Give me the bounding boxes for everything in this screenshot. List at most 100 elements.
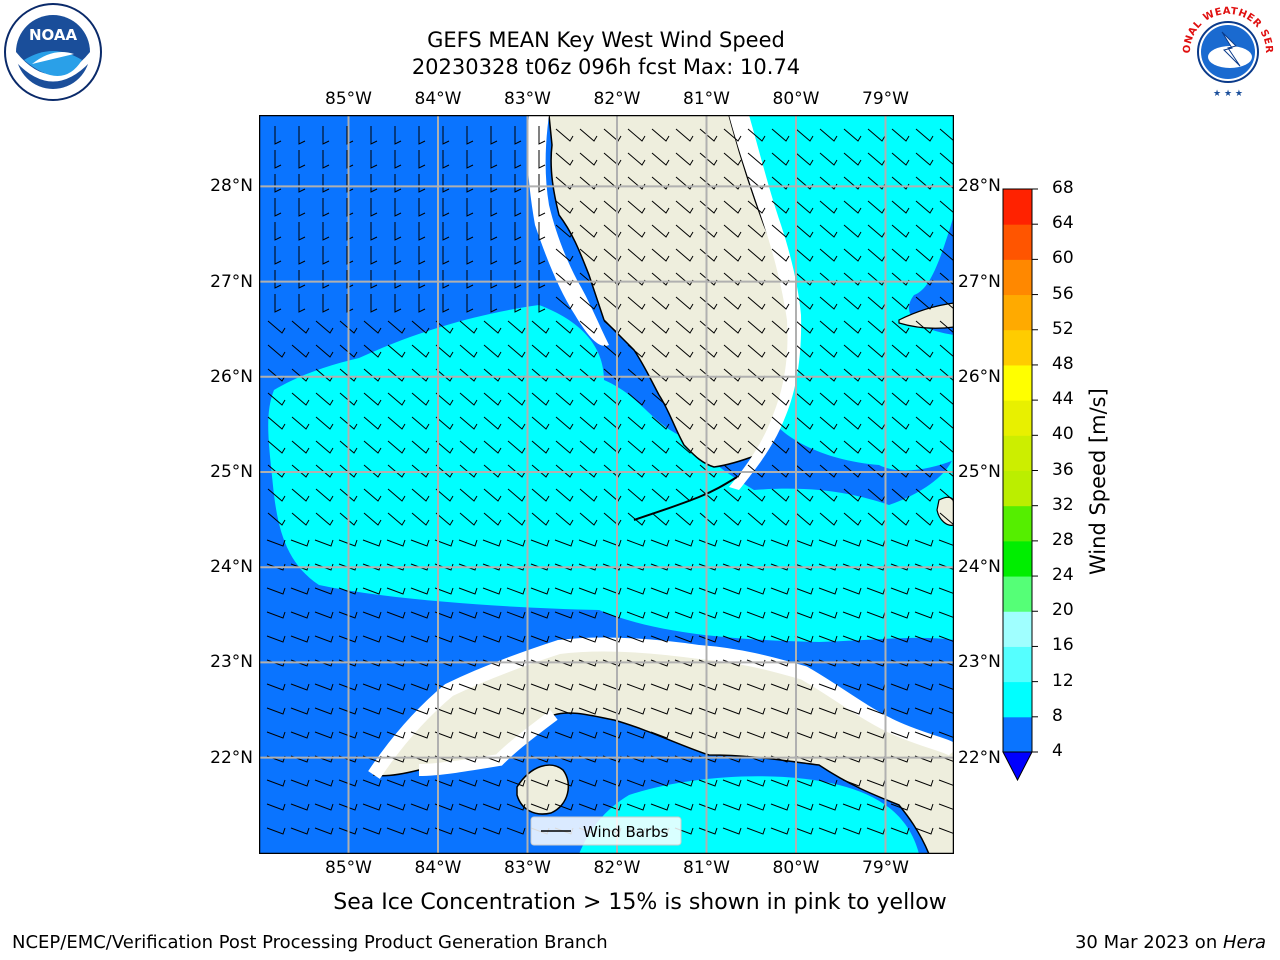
wind-barb (434, 539, 454, 547)
wind-barb (819, 296, 838, 310)
wind-barb (794, 779, 814, 787)
wind-barb (434, 779, 454, 787)
wind-barb (746, 611, 766, 619)
wind-barb (290, 827, 310, 835)
wind-barb (819, 416, 838, 430)
wind-barb (842, 683, 862, 691)
wind-barb (266, 779, 286, 787)
wind-barb (442, 174, 450, 193)
wind-barb (890, 707, 910, 715)
footer-host: Hera (1222, 932, 1266, 953)
wind-barb (866, 707, 886, 715)
wind-barb (538, 126, 546, 145)
wind-barb (322, 270, 330, 289)
wind-barb (434, 707, 454, 715)
wind-barb (387, 416, 406, 430)
wind-barb (362, 707, 382, 715)
wind-barb (315, 488, 334, 502)
wind-barb (314, 827, 334, 835)
wind-barb (362, 611, 382, 619)
colorbar-tick-label: 16 (1052, 635, 1074, 656)
wind-barb (339, 344, 358, 358)
wind-barb (435, 488, 454, 502)
wind-barb (891, 200, 910, 214)
wind-barb (698, 779, 718, 787)
wind-barb (699, 320, 718, 334)
wind-barb (675, 440, 694, 454)
wind-barb (915, 128, 934, 142)
lon-tick-label: 80°W (772, 858, 820, 878)
wind-barb (459, 416, 478, 430)
wind-barb (410, 611, 430, 619)
wind-barb (626, 803, 646, 811)
wind-barb (891, 296, 910, 310)
wind-barb (555, 128, 574, 142)
wind-barb (514, 246, 522, 265)
wind-barb (291, 440, 310, 454)
wind-barb (651, 200, 670, 214)
wind-barb (315, 512, 334, 526)
wind-barb (722, 563, 742, 571)
wind-barb (770, 803, 790, 811)
wind-barb (338, 563, 358, 571)
wind-barb (795, 416, 814, 430)
wind-barb (795, 464, 814, 478)
wind-barb (795, 344, 814, 358)
wind-barb (914, 707, 934, 715)
wind-barb (651, 392, 670, 406)
wind-barb (891, 344, 910, 358)
wind-barb (818, 635, 838, 643)
wind-barb (890, 827, 910, 835)
wind-barb (722, 803, 742, 811)
wind-barb (554, 635, 574, 643)
wind-barb (651, 128, 670, 142)
wind-barb (819, 344, 838, 358)
wind-barb (394, 198, 402, 217)
wind-barb (627, 200, 646, 214)
nws-logo: NATIONAL WEATHER SERVICE ★ ★ ★ (1174, 0, 1278, 102)
wind-barb (650, 779, 670, 787)
wind-barb (482, 731, 502, 739)
wind-barb (675, 416, 694, 430)
wind-barb (747, 128, 766, 142)
wind-barb (338, 635, 358, 643)
colorbar-segment (1003, 540, 1032, 577)
wind-barb (483, 392, 502, 406)
wind-barb (723, 152, 742, 166)
wind-barb (363, 344, 382, 358)
wind-barb (338, 731, 358, 739)
lat-tick-label: 23°N (210, 652, 253, 673)
wind-barb (938, 683, 954, 691)
wind-barb (346, 294, 354, 313)
wind-barb (434, 587, 454, 595)
wind-barb (843, 320, 862, 334)
wind-barb (795, 128, 814, 142)
wind-barb (794, 587, 814, 595)
wind-barb (554, 539, 574, 547)
wind-barb (466, 174, 474, 193)
wind-barb (699, 152, 718, 166)
wind-barb (266, 539, 286, 547)
wind-barb (411, 416, 430, 430)
wind-barb (747, 200, 766, 214)
wind-barb (530, 635, 550, 643)
wind-barb (627, 392, 646, 406)
wind-barb (267, 320, 286, 334)
wind-barb (555, 440, 574, 454)
wind-barb (298, 198, 306, 217)
wind-barb (458, 731, 478, 739)
wind-barb (411, 392, 430, 406)
wind-barb (723, 224, 742, 238)
wind-barb (459, 392, 478, 406)
wind-barb (578, 611, 598, 619)
wind-barb (322, 174, 330, 193)
wind-barb (458, 539, 478, 547)
wind-barb (339, 512, 358, 526)
wind-barb (555, 224, 574, 238)
wind-barb (459, 512, 478, 526)
wind-barb (314, 611, 334, 619)
wind-barb (459, 488, 478, 502)
wind-barb (867, 416, 886, 430)
wind-barb (723, 416, 742, 430)
wind-barb (938, 635, 954, 643)
